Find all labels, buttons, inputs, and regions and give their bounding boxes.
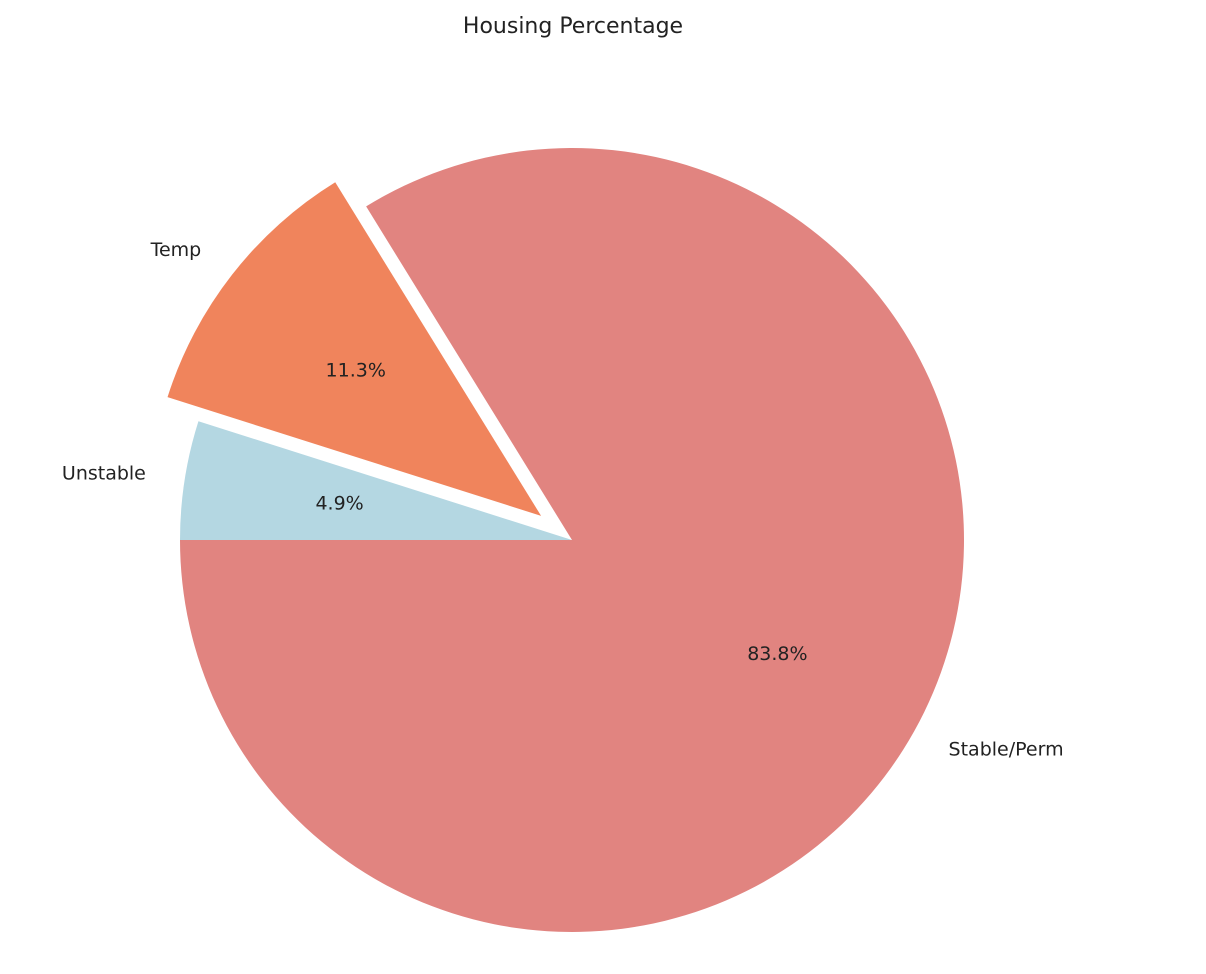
pie-slice-unstable: [180, 421, 572, 540]
slice-label-stable-perm: Stable/Perm: [949, 739, 1064, 761]
pie-slices: [167, 147, 965, 932]
pct-label-stable-perm: 83.8%: [747, 643, 807, 665]
slice-label-unstable: Unstable: [62, 462, 146, 484]
slice-label-temp: Temp: [150, 239, 202, 261]
chart-title: Housing Percentage: [462, 14, 684, 39]
pct-label-temp: 11.3%: [326, 360, 386, 382]
pct-label-unstable: 4.9%: [315, 492, 363, 514]
pie-slice-temp: [167, 182, 542, 516]
pie-labels: Stable/Perm 83.8% Temp 11.3% Unstable 4.9%: [62, 239, 1064, 761]
